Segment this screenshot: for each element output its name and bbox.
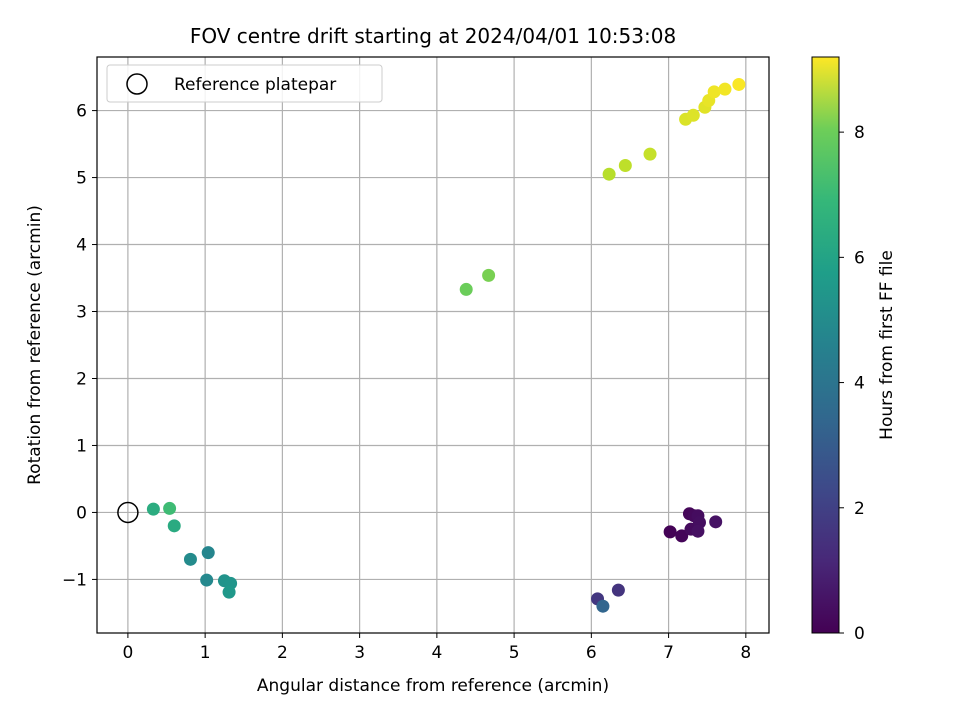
- data-point: [691, 525, 704, 538]
- legend-entry-reference: Reference platepar: [174, 75, 336, 95]
- x-tick-label: 7: [663, 643, 674, 663]
- y-axis-label: Rotation from reference (arcmin): [25, 205, 45, 485]
- y-tick-label: 4: [76, 236, 87, 256]
- x-tick-label: 3: [354, 643, 365, 663]
- data-point: [147, 503, 160, 516]
- data-point: [168, 519, 181, 532]
- chart-figure: 0 1 2 3 4 5 6 7 8 −1 0 1 2 3 4 5 6 FOV centre drift star…: [0, 0, 960, 720]
- colorbar-ticks: 0 2 4 6 8: [839, 123, 865, 644]
- data-point: [596, 600, 609, 613]
- data-point: [482, 269, 495, 282]
- data-point: [163, 502, 176, 515]
- colorbar-tick-label: 0: [854, 624, 865, 644]
- scatter-points: [147, 78, 745, 613]
- y-tick-label: 2: [76, 369, 87, 389]
- data-point: [223, 586, 236, 599]
- legend: Reference platepar: [107, 65, 382, 102]
- colorbar-label: Hours from first FF file: [877, 250, 897, 440]
- y-tick-label: 5: [76, 169, 87, 189]
- data-point: [200, 574, 213, 587]
- x-tick-label: 8: [740, 643, 751, 663]
- data-point: [709, 515, 722, 528]
- data-point: [732, 78, 745, 91]
- data-point: [708, 85, 721, 98]
- chart-svg: 0 1 2 3 4 5 6 7 8 −1 0 1 2 3 4 5 6 FOV centre drift star…: [0, 0, 960, 720]
- colorbar: 0 2 4 6 8 Hours from first FF file: [812, 57, 897, 644]
- data-point: [603, 168, 616, 181]
- colorbar-tick-label: 4: [854, 374, 865, 394]
- data-point: [202, 546, 215, 559]
- data-point: [664, 525, 677, 538]
- x-tick-label: 2: [277, 643, 288, 663]
- data-point: [644, 148, 657, 161]
- data-point: [718, 83, 731, 96]
- colorbar-tick-label: 2: [854, 499, 865, 519]
- x-tick-label: 4: [431, 643, 442, 663]
- data-point: [687, 109, 700, 122]
- x-tick-label: 6: [586, 643, 597, 663]
- data-point: [184, 553, 197, 566]
- colorbar-tick-label: 6: [854, 248, 865, 268]
- chart-title: FOV centre drift starting at 2024/04/01 …: [190, 24, 676, 48]
- axis-ticks: 0 1 2 3 4 5 6 7 8 −1 0 1 2 3 4 5 6: [62, 102, 751, 663]
- x-tick-label: 5: [509, 643, 520, 663]
- data-point: [612, 584, 625, 597]
- colorbar-gradient: [812, 57, 839, 633]
- data-point: [619, 159, 632, 172]
- y-tick-label: 1: [76, 436, 87, 456]
- y-tick-label: 0: [76, 503, 87, 523]
- x-tick-label: 0: [122, 643, 133, 663]
- y-tick-label: 6: [76, 102, 87, 122]
- y-tick-label: −1: [62, 570, 87, 590]
- grid-lines: [97, 57, 769, 633]
- x-tick-label: 1: [200, 643, 211, 663]
- y-tick-label: 3: [76, 303, 87, 323]
- x-axis-label: Angular distance from reference (arcmin): [257, 676, 609, 696]
- data-point: [460, 283, 473, 296]
- colorbar-tick-label: 8: [854, 123, 865, 143]
